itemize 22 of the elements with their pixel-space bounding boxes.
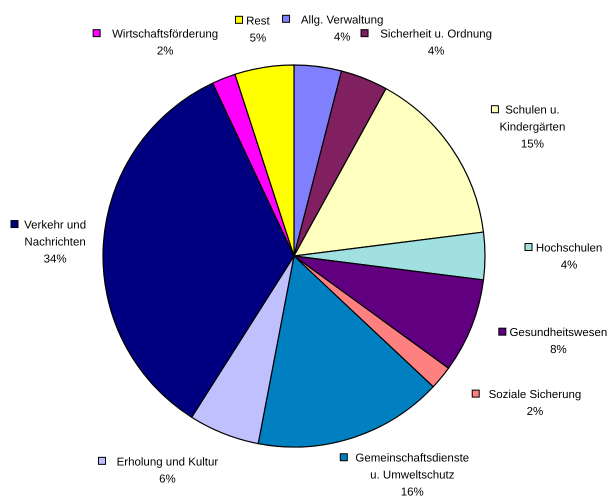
legend-label: Gesundheitswesen [509,327,608,340]
legend-label: Sicherheit u. Ordnung [380,28,492,41]
data-label: 16% [400,486,424,498]
data-label: 6% [159,473,176,486]
data-label: 4% [334,31,350,44]
legend-label: Schulen u. Kindergärten [500,104,566,134]
legend-label: Soziale Sicherung [488,389,582,402]
legend-label: Rest [246,15,271,28]
data-label: 2% [526,406,544,418]
data-label: 34% [44,254,67,266]
legend-label: Hochschulen [536,242,602,254]
legend-label: Wirtschaftsförderung [112,28,218,41]
legend-label: Gemeinschaftsdienste u. Umweltschutz [355,452,470,482]
legend-label: Allg. Verwaltung [300,14,384,26]
data-label: 4% [428,46,444,58]
legend-label: Verkehr und Nachrichten [24,220,86,249]
legend-label: Erholung und Kultur [116,456,218,468]
data-label: 2% [156,46,174,58]
data-label: 4% [560,260,578,272]
data-label: 8% [550,344,567,356]
data-label: 5% [250,32,266,44]
data-label: 15% [520,138,544,151]
